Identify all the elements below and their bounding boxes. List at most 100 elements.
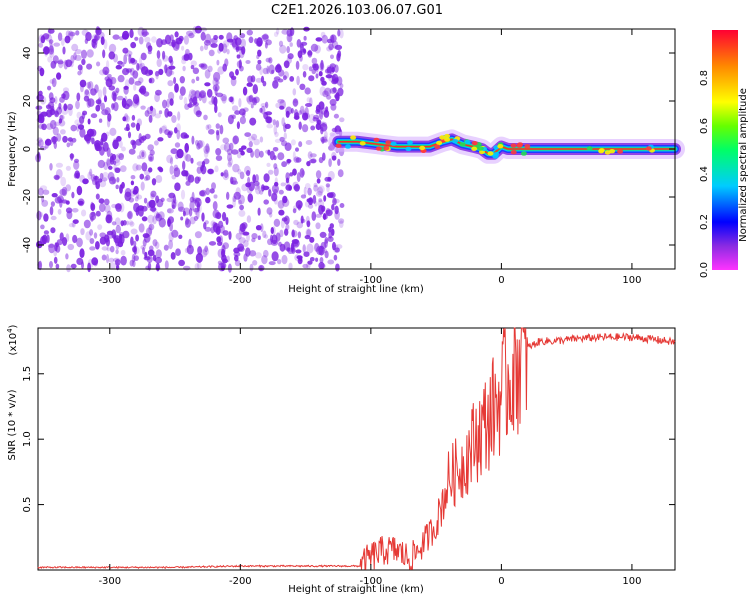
spectrogram-y-ticks: -40 -20 0 20 40 xyxy=(22,47,675,253)
y-tick-label: 0 xyxy=(22,146,33,152)
noise-dot xyxy=(233,191,241,200)
noise-dot xyxy=(251,133,258,140)
noise-dot xyxy=(106,246,111,252)
noise-dot xyxy=(123,115,130,123)
noise-dot xyxy=(232,135,239,145)
noise-dot xyxy=(302,263,309,269)
noise-dot xyxy=(220,144,227,151)
noise-dot xyxy=(310,43,319,52)
noise-dot xyxy=(47,243,55,248)
noise-dot xyxy=(306,220,311,228)
noise-dot xyxy=(141,135,147,141)
noise-dot xyxy=(318,101,325,110)
noise-dot xyxy=(322,135,329,142)
noise-dot xyxy=(315,37,323,42)
ridge-speckle xyxy=(520,151,527,156)
noise-dot xyxy=(55,162,64,168)
noise-dot xyxy=(269,150,275,161)
ridge-speckle xyxy=(373,137,380,143)
noise-dot xyxy=(190,157,194,164)
noise-dot xyxy=(135,96,140,106)
noise-dot xyxy=(129,188,137,197)
noise-dot xyxy=(132,163,139,172)
noise-dot xyxy=(151,178,157,186)
noise-dot xyxy=(295,147,299,152)
noise-dot xyxy=(205,187,210,196)
noise-dot xyxy=(239,204,245,211)
noise-dot xyxy=(38,123,45,130)
snr-x-ticks: -300 -200 -100 0 100 xyxy=(98,328,641,587)
noise-dot xyxy=(191,78,196,84)
noise-dot xyxy=(205,196,211,204)
noise-dot xyxy=(311,57,318,65)
noise-dot xyxy=(91,38,96,49)
noise-dot xyxy=(87,98,95,107)
noise-dot xyxy=(293,156,300,163)
noise-dot xyxy=(334,247,340,253)
noise-dot xyxy=(234,110,241,115)
noise-dot xyxy=(319,257,324,264)
noise-dot xyxy=(71,208,79,213)
x-tick-label: -300 xyxy=(98,576,121,587)
noise-dot xyxy=(183,53,190,61)
noise-dot xyxy=(108,43,117,54)
noise-dot xyxy=(290,108,294,114)
noise-dot xyxy=(331,74,336,82)
ridge-speckle xyxy=(459,142,466,147)
noise-dot xyxy=(220,172,224,177)
noise-dot xyxy=(53,42,61,47)
noise-dot xyxy=(249,263,254,272)
noise-dot xyxy=(329,87,337,94)
noise-dot xyxy=(105,254,110,264)
noise-dot xyxy=(44,34,53,42)
noise-dot xyxy=(106,159,112,168)
noise-dot xyxy=(39,185,48,191)
noise-dot xyxy=(186,244,194,255)
noise-dot xyxy=(169,157,174,165)
noise-dot xyxy=(237,243,245,252)
noise-dot xyxy=(206,88,213,98)
noise-dot xyxy=(151,205,156,213)
noise-dot xyxy=(38,260,43,271)
noise-dot xyxy=(94,34,100,41)
noise-dot xyxy=(319,231,327,238)
noise-dot xyxy=(48,243,56,254)
noise-dot xyxy=(43,46,50,55)
noise-dot xyxy=(291,239,299,244)
noise-dot xyxy=(167,216,174,224)
noise-dot xyxy=(271,251,279,262)
noise-dot xyxy=(267,187,271,193)
noise-dot xyxy=(235,46,243,51)
noise-dot xyxy=(155,249,162,259)
noise-dot xyxy=(151,36,157,43)
noise-dot xyxy=(226,204,234,209)
noise-dot xyxy=(203,158,210,165)
noise-dot xyxy=(277,78,284,83)
noise-dot xyxy=(320,76,325,82)
noise-dot xyxy=(88,81,94,91)
noise-dot xyxy=(173,167,181,178)
y-tick-label: 40 xyxy=(22,47,33,60)
noise-dot xyxy=(300,215,304,224)
noise-dot xyxy=(194,25,202,34)
noise-dot xyxy=(242,107,249,112)
noise-dot xyxy=(166,154,173,164)
noise-dot xyxy=(211,95,215,105)
noise-dot xyxy=(244,165,251,175)
noise-dot xyxy=(40,96,47,105)
noise-dot xyxy=(329,63,336,69)
noise-dot xyxy=(138,88,145,94)
noise-dot xyxy=(271,192,278,202)
noise-dot xyxy=(102,86,107,97)
noise-dot xyxy=(115,64,123,70)
noise-dot xyxy=(315,190,323,197)
noise-dot xyxy=(154,113,161,119)
noise-dot xyxy=(256,54,260,60)
noise-dot xyxy=(200,249,208,258)
noise-dot xyxy=(333,198,340,204)
noise-dot xyxy=(123,54,128,65)
noise-dot xyxy=(98,118,103,123)
noise-dot xyxy=(325,74,333,79)
noise-dot xyxy=(48,28,55,34)
noise-dot xyxy=(84,89,90,96)
